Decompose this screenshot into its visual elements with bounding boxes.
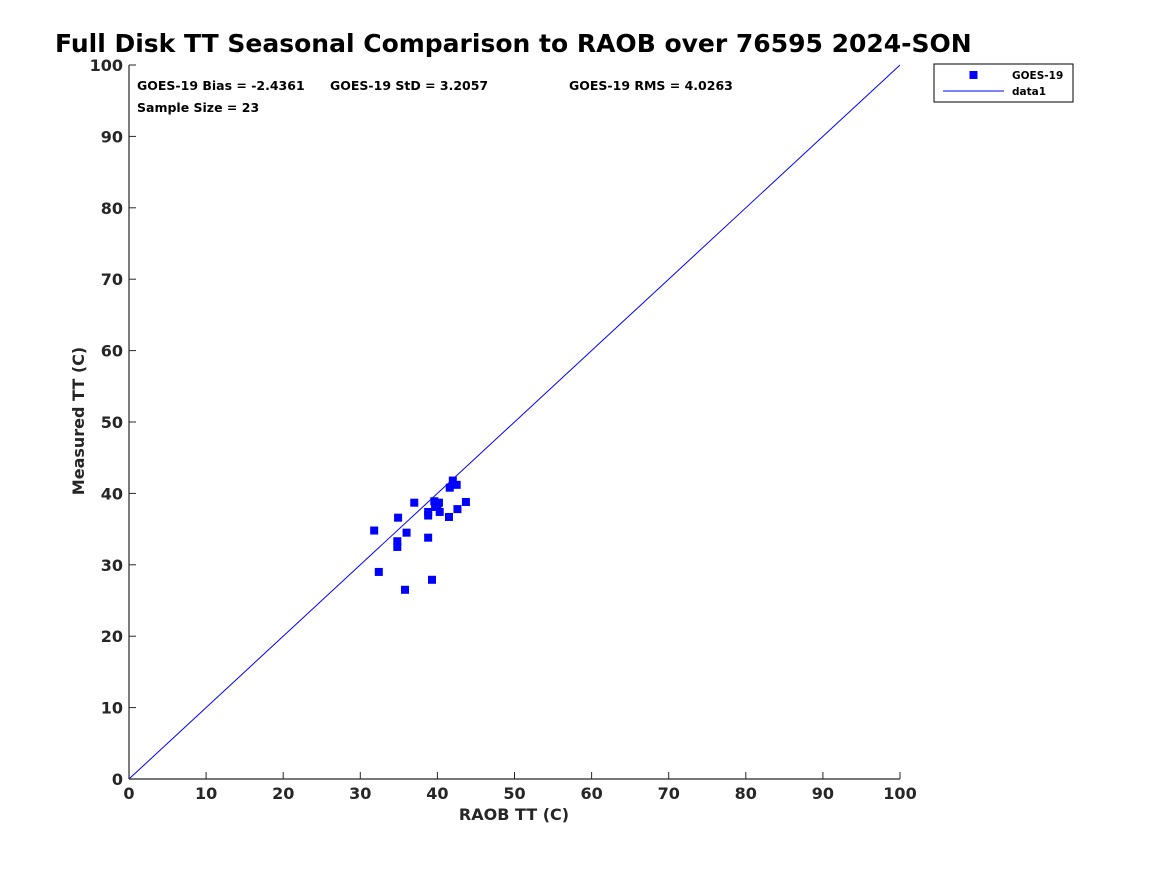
y-tick-label: 60: [101, 342, 123, 361]
axis-ticks: 0 10 20 30 40 50 60 70 80 90 100 0 10 20 30 40 50 60 70 80 9…: [90, 56, 917, 803]
legend-label-data1: data1: [1012, 86, 1046, 98]
data-point: [370, 526, 379, 535]
rms-annotation: GOES-19 RMS = 4.0263: [569, 78, 733, 93]
data-point: [428, 575, 437, 584]
data-point: [410, 498, 419, 507]
y-tick-label: 100: [90, 56, 123, 75]
x-tick-label: 50: [503, 784, 525, 803]
y-tick-label: 80: [101, 199, 123, 218]
std-annotation: GOES-19 StD = 3.2057: [330, 78, 488, 93]
data-point: [453, 505, 462, 514]
x-tick-label: 0: [123, 784, 134, 803]
plot-area: [128, 64, 901, 780]
x-tick-label: 10: [195, 784, 217, 803]
data-point: [424, 511, 433, 520]
data-point: [393, 542, 402, 551]
data-point: [402, 528, 411, 537]
x-tick-label: 40: [426, 784, 448, 803]
y-tick-label: 0: [112, 770, 123, 789]
x-tick-label: 100: [883, 784, 916, 803]
data-point: [452, 480, 461, 489]
data-point: [424, 533, 433, 542]
data-point: [430, 497, 439, 506]
y-tick-label: 40: [101, 484, 123, 503]
x-axis-label: RAOB TT (C): [459, 805, 569, 824]
data-point: [445, 483, 454, 492]
data-point: [448, 476, 457, 485]
x-tick-label: 20: [272, 784, 294, 803]
legend-marker-goes19: [969, 71, 978, 79]
y-tick-label: 50: [101, 413, 123, 432]
data-point: [444, 512, 453, 521]
data-point: [461, 497, 470, 506]
data-point: [435, 507, 444, 516]
data-point: [433, 501, 442, 510]
y-tick-label: 90: [101, 127, 123, 146]
x-tick-label: 70: [658, 784, 680, 803]
bias-annotation: GOES-19 Bias = -2.4361: [137, 78, 305, 93]
legend: GOES-19 data1: [933, 63, 1074, 103]
chart-title: Full Disk TT Seasonal Comparison to RAOB…: [55, 29, 972, 58]
x-tick-label: 30: [349, 784, 371, 803]
y-axis-label: Measured TT (C): [69, 347, 88, 495]
legend-label-goes19: GOES-19: [1012, 70, 1063, 82]
reference-line-data1: [128, 64, 901, 780]
data-point: [393, 537, 402, 546]
y-tick-label: 10: [101, 699, 123, 718]
data-point: [374, 567, 383, 576]
x-tick-label: 80: [735, 784, 757, 803]
y-tick-label: 30: [101, 556, 123, 575]
data-point: [401, 585, 410, 594]
x-tick-label: 90: [812, 784, 834, 803]
data-point: [394, 513, 403, 522]
legend-box: [933, 63, 1074, 103]
sample-size-annotation: Sample Size = 23: [137, 100, 259, 115]
y-tick-label: 70: [101, 270, 123, 289]
y-tick-label: 20: [101, 627, 123, 646]
x-tick-label: 60: [580, 784, 602, 803]
